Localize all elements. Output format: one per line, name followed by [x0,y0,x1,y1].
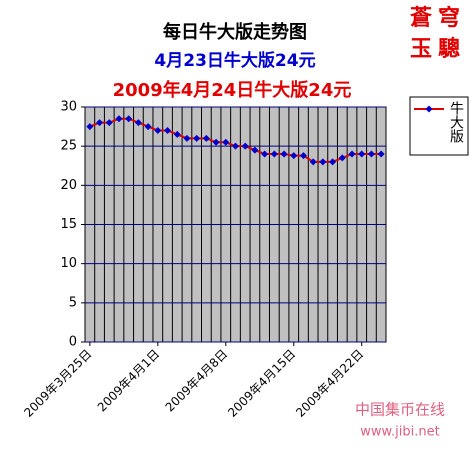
data-point [309,158,317,166]
y-tick-label: 15 [60,217,77,232]
data-point [241,142,249,150]
y-tick-label: 10 [60,256,77,271]
data-point [115,115,123,123]
data-point [202,134,210,142]
x-tick-label: 2009年4月15日 [225,347,298,420]
legend-label: 牛大版 [448,101,464,144]
y-tick-label: 5 [69,295,77,310]
data-point [377,150,385,158]
data-point [193,134,201,142]
y-tick-label: 20 [60,178,77,193]
data-point [329,158,337,166]
data-point [144,123,152,131]
data-point [212,138,220,146]
data-point [183,134,191,142]
x-tick-label: 2009年4月1日 [95,347,163,415]
data-point [134,119,142,127]
data-point [338,154,346,162]
data-point [319,158,327,166]
data-point [367,150,375,158]
data-point [164,127,172,134]
data-point [222,138,230,146]
data-point [232,142,239,150]
logo: 蒼穹 [410,5,466,31]
y-tick-label: 30 [60,100,77,115]
legend-box [409,96,469,156]
data-point [125,115,133,123]
data-point [86,123,94,131]
data-point [154,127,162,134]
chart-subtitle: 4月23日牛大版24元 [154,50,315,71]
x-tick-label: 2009年3月25日 [21,347,94,420]
data-point [358,150,366,158]
data-point [173,130,181,138]
data-point [251,146,259,154]
data-point [348,150,356,158]
data-point [299,152,307,160]
data-point [290,152,298,160]
data-point [96,119,104,127]
y-tick-label: 25 [60,139,77,154]
data-point [261,150,269,158]
watermark: www.jibi.net [360,425,439,440]
x-tick-label: 2009年4月8日 [163,347,231,415]
logo: 玉驄 [410,36,466,62]
data-point [105,119,113,127]
data-point [280,150,288,158]
chart-subtitle: 2009年4月24日牛大版24元 [113,79,352,101]
y-tick-label: 0 [69,335,77,350]
watermark: 中国集币在线 [355,401,445,419]
data-point [270,150,278,158]
chart-title: 每日牛大版走势图 [163,21,307,43]
legend-marker [425,105,433,113]
